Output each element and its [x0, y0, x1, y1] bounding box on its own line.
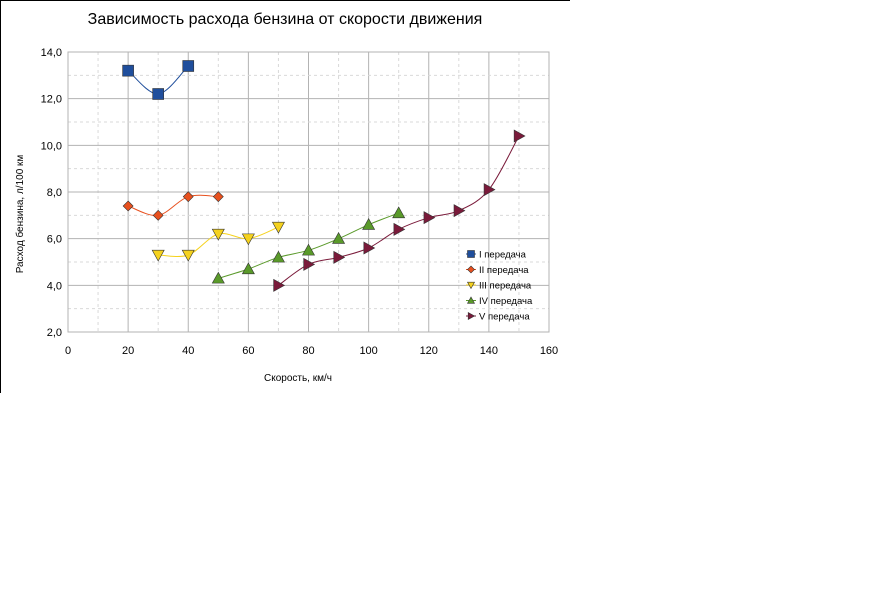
x-tick-label: 80 — [302, 345, 314, 357]
legend: I передача II передача III передача IV пере… — [466, 250, 533, 323]
x-tick-label: 100 — [359, 345, 377, 357]
y-tick-label: 4,0 — [47, 280, 62, 292]
legend-label: I передача — [479, 250, 527, 261]
grid — [67, 51, 550, 333]
data-point — [181, 249, 195, 262]
data-point — [301, 243, 316, 256]
data-point — [152, 88, 164, 100]
data-point — [273, 278, 286, 292]
x-tick-label: 40 — [182, 345, 194, 357]
y-axis-label: Расход бензина, л/100 км — [14, 155, 26, 274]
data-point — [393, 222, 406, 236]
data-point — [182, 60, 195, 72]
series-line — [127, 194, 219, 216]
data-point — [392, 206, 406, 219]
legend-marker — [467, 250, 475, 258]
data-point — [151, 249, 165, 262]
data-point — [152, 209, 164, 221]
legend-label: V передача — [479, 312, 530, 323]
x-tick-label: 20 — [122, 345, 134, 357]
data-point — [122, 64, 134, 77]
data-point — [363, 241, 376, 255]
chart-title: Зависимость расхода бензина от скорости … — [88, 11, 483, 28]
legend-marker — [466, 296, 476, 304]
x-tick-label: 60 — [242, 345, 254, 357]
data-point — [241, 233, 255, 246]
y-tick-label: 6,0 — [47, 234, 62, 246]
data-point — [241, 262, 255, 275]
data-point — [182, 191, 194, 203]
data-point — [122, 200, 134, 212]
legend-marker — [466, 281, 476, 290]
series-2 — [122, 191, 224, 221]
x-axis-label: Скорость, км/ч — [264, 373, 332, 384]
data-point — [211, 228, 225, 241]
series-layer — [122, 60, 526, 292]
y-tick-label: 14,0 — [41, 47, 62, 59]
data-point — [212, 191, 224, 203]
data-point — [332, 232, 346, 244]
data-point — [303, 257, 316, 271]
data-point — [333, 250, 346, 264]
x-tick-label: 140 — [480, 345, 498, 357]
data-point — [423, 211, 436, 225]
plot-area — [67, 51, 550, 333]
data-point — [483, 183, 496, 197]
data-point — [453, 204, 466, 218]
data-point — [513, 129, 526, 143]
legend-marker — [467, 265, 475, 274]
data-point — [271, 250, 285, 263]
series-3 — [151, 221, 285, 262]
legend-label: II передача — [479, 265, 529, 276]
x-tick-label: 160 — [540, 345, 558, 357]
series-5 — [273, 129, 526, 292]
series-1 — [122, 60, 195, 100]
data-point — [271, 221, 285, 234]
y-tick-label: 10,0 — [41, 140, 62, 152]
data-point — [362, 218, 376, 230]
legend-marker — [467, 311, 476, 321]
y-tick-label: 2,0 — [47, 327, 62, 339]
legend-label: III передача — [479, 281, 532, 292]
series-4 — [211, 206, 406, 284]
legend-label: IV передача — [479, 296, 533, 307]
axis-ticks: 0 20 40 60 80 100 120 140 160 2,0 4,0 6,0 8,0 10,0 12,… — [41, 47, 559, 357]
y-tick-label: 12,0 — [41, 94, 62, 106]
y-tick-label: 8,0 — [47, 187, 62, 199]
x-tick-label: 0 — [65, 345, 71, 357]
x-tick-label: 120 — [420, 345, 438, 357]
data-point — [211, 271, 225, 284]
